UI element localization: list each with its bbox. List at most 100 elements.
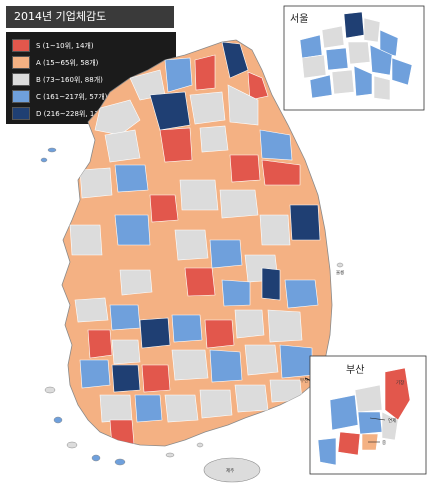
legend-item-a: A (15~65위, 58개) [12, 55, 170, 70]
gijang-label: 기장 [396, 379, 404, 386]
region [247, 71, 269, 101]
yeonje-label: 연제 [388, 417, 396, 424]
region [109, 304, 141, 331]
region [194, 54, 216, 91]
district [347, 41, 371, 65]
ulleung-island [336, 262, 344, 268]
district [329, 394, 359, 431]
region [114, 214, 151, 246]
region [244, 344, 279, 376]
region [119, 269, 153, 296]
region [269, 379, 303, 403]
region [171, 349, 209, 381]
jeju-label: 제주 [226, 467, 234, 474]
region [267, 309, 303, 343]
legend-label-b: B (73~160위, 88개) [36, 75, 103, 84]
island [40, 157, 48, 163]
region [219, 189, 259, 219]
region [234, 384, 269, 413]
region [204, 319, 235, 349]
busan-inset-title: 부산 [346, 364, 364, 376]
region [109, 419, 135, 446]
district [357, 411, 383, 435]
region [261, 159, 301, 186]
legend-item-c: C (161~217위, 57개) [12, 89, 170, 104]
region [184, 267, 216, 297]
legend-label-a: A (15~65위, 58개) [36, 58, 99, 67]
region [114, 164, 149, 193]
jeju-island [203, 457, 261, 483]
region [209, 349, 243, 383]
island [165, 452, 175, 458]
legend-label-d: D (216~228위, 11개) [36, 109, 108, 118]
yeonje-pointer [369, 417, 386, 421]
region [79, 167, 113, 199]
district [343, 11, 365, 39]
region [164, 57, 193, 93]
region [221, 41, 249, 79]
region [69, 224, 103, 256]
district [373, 75, 391, 101]
district [331, 69, 355, 95]
district [325, 47, 349, 71]
island [53, 416, 63, 424]
ulleung-label: 울릉 [336, 270, 344, 276]
map-title: 2014년 기업체감도 [6, 6, 174, 28]
region [94, 99, 141, 136]
region [159, 127, 193, 163]
region [199, 125, 229, 153]
island [47, 147, 57, 153]
region [74, 297, 109, 323]
district [381, 411, 399, 441]
region [261, 267, 281, 301]
district [301, 54, 327, 79]
seoul-districts [299, 11, 413, 101]
region [79, 359, 111, 389]
district [353, 65, 373, 97]
region [234, 309, 265, 339]
district [321, 25, 345, 49]
region [149, 194, 179, 223]
island [66, 441, 78, 449]
legend-swatch-a [12, 56, 30, 69]
legend-swatch-d [12, 107, 30, 120]
islands [40, 147, 344, 466]
island [114, 458, 126, 466]
district [317, 437, 337, 466]
region [134, 394, 163, 423]
legend-label-s: S (1~10위, 14개) [36, 41, 94, 50]
regions [69, 41, 321, 446]
district [369, 44, 393, 76]
district [391, 57, 413, 86]
region [279, 344, 313, 379]
region [139, 317, 171, 349]
island [196, 442, 204, 448]
seoul-inset-title: 서울 [290, 13, 308, 25]
busan-pointer-label: 부산 [300, 377, 308, 384]
region [221, 279, 251, 307]
busan-districts [317, 367, 411, 466]
legend-item-s: S (1~10위, 14개) [12, 38, 170, 53]
region [99, 394, 133, 423]
region [111, 364, 141, 393]
legend-swatch-s [12, 39, 30, 52]
district [337, 431, 361, 456]
legend-swatch-c [12, 90, 30, 103]
region [179, 179, 219, 211]
region [209, 239, 243, 269]
region [171, 314, 203, 343]
island [44, 386, 56, 394]
legend-item-b: B (73~160위, 88개) [12, 72, 170, 87]
district [354, 384, 383, 413]
legend-label-c: C (161~217위, 57개) [36, 92, 108, 101]
region [111, 339, 141, 365]
region [164, 394, 199, 423]
region [229, 154, 261, 183]
region [289, 204, 321, 241]
district [309, 74, 333, 99]
region [174, 229, 209, 261]
region [104, 129, 141, 163]
region [259, 129, 293, 161]
region [141, 364, 171, 393]
